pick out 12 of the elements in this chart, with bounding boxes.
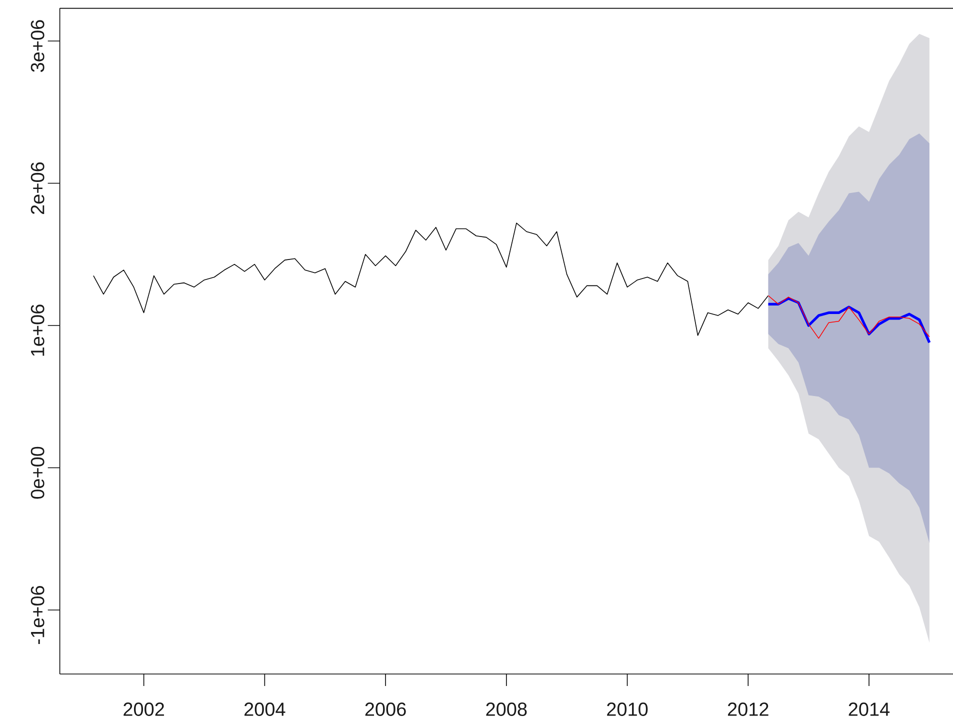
x-tick-label: 2012	[728, 702, 768, 716]
x-tick-label: 2008	[486, 702, 527, 716]
x-tick-label: 2010	[607, 702, 648, 716]
x-tick-label: 2006	[365, 702, 406, 716]
y-tick-label: 2e+06	[30, 162, 44, 214]
y-tick-label: 3e+06	[30, 20, 44, 72]
x-tick-label: 2014	[848, 702, 890, 716]
x-tick-label: 2002	[124, 702, 164, 716]
x-tick-label: 2004	[244, 702, 286, 716]
y-tick-label: -1e+06	[30, 586, 44, 644]
y-tick-label: 0e+00	[30, 446, 44, 499]
y-tick-label: 1e+06	[30, 304, 44, 356]
